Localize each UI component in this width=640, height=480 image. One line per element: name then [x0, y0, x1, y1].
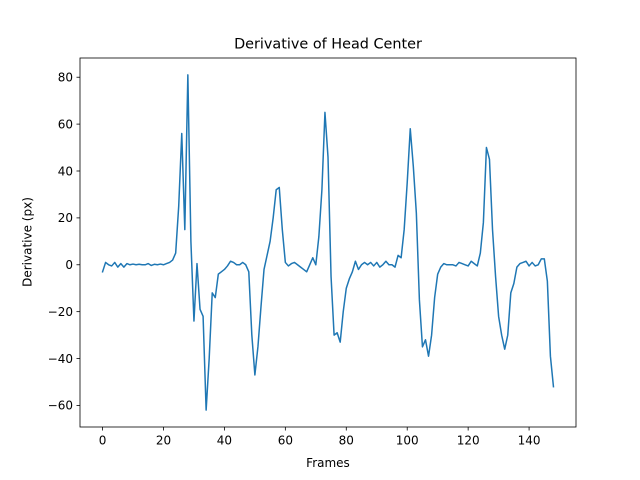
- x-axis-label: Frames: [306, 456, 350, 470]
- y-tick-label: −40: [48, 352, 73, 366]
- y-tick-label: 20: [58, 211, 73, 225]
- y-axis-ticks: −60 −40 −20 0 20 40 60 80: [48, 71, 80, 413]
- y-tick-label: −60: [48, 399, 73, 413]
- y-tick-label: 0: [65, 258, 73, 272]
- x-tick-label: 80: [339, 434, 354, 448]
- y-tick-label: 60: [58, 117, 73, 131]
- x-tick-label: 40: [217, 434, 232, 448]
- y-tick-label: −20: [48, 305, 73, 319]
- axes-frame: [79, 57, 577, 428]
- x-axis-ticks: 0 20 40 60 80 100 120 140: [99, 427, 541, 448]
- x-tick-label: 60: [278, 434, 293, 448]
- plot-area: [101, 74, 555, 411]
- y-tick-label: 80: [58, 71, 73, 85]
- x-tick-label: 20: [156, 434, 171, 448]
- y-tick-label: 40: [58, 164, 73, 178]
- x-tick-label: 0: [99, 434, 107, 448]
- x-tick-label: 120: [457, 434, 480, 448]
- x-tick-label: 100: [396, 434, 419, 448]
- x-tick-label: 140: [518, 434, 541, 448]
- chart-title: Derivative of Head Center: [234, 37, 422, 53]
- series-line: [101, 74, 555, 411]
- y-axis-label: Derivative (px): [21, 197, 35, 287]
